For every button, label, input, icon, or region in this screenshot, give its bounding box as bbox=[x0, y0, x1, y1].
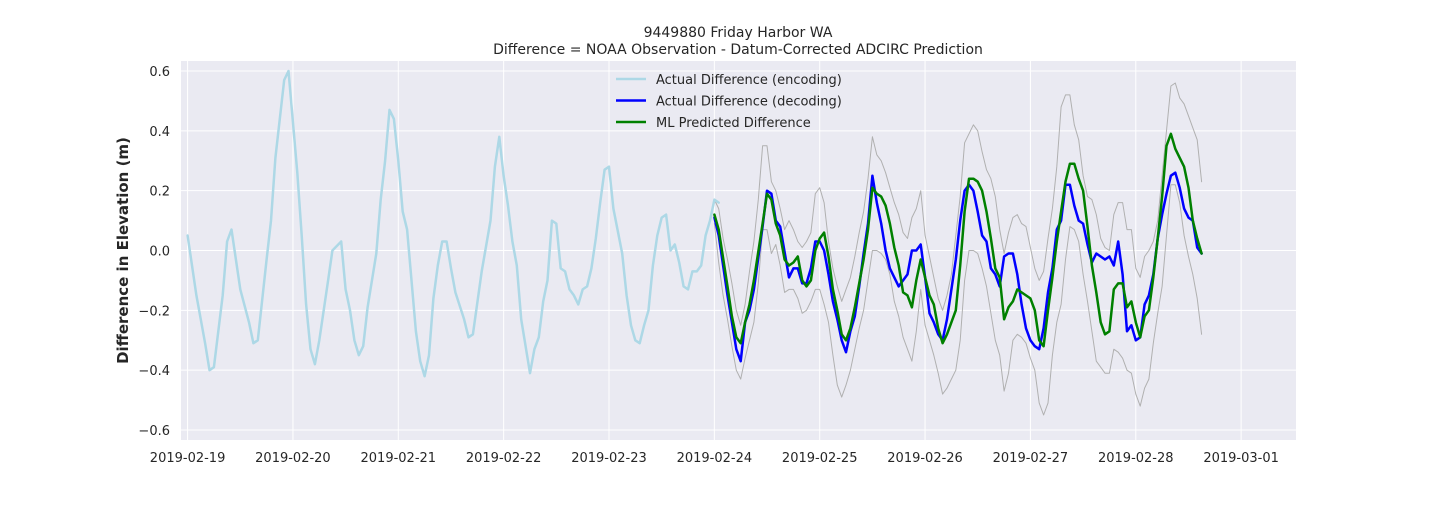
x-tick-label: 2019-02-22 bbox=[466, 451, 542, 466]
y-tick-label: −0.4 bbox=[138, 364, 170, 379]
lower-bound-line bbox=[713, 184, 1203, 416]
x-tick-label: 2019-02-24 bbox=[677, 451, 753, 466]
y-tick-label: −0.2 bbox=[138, 304, 170, 319]
x-tick-label: 2019-02-26 bbox=[887, 451, 963, 466]
series-lines bbox=[186, 69, 1203, 416]
legend: Actual Difference (encoding) Actual Diffe… bbox=[616, 73, 842, 131]
legend-label: ML Predicted Difference bbox=[656, 116, 811, 131]
upper-bound-line bbox=[713, 82, 1203, 326]
y-tick-label: 0.0 bbox=[149, 245, 170, 260]
y-tick-label: 0.4 bbox=[149, 125, 170, 140]
x-tick-label: 2019-02-27 bbox=[993, 451, 1069, 466]
chart-subtitle: Difference = NOAA Observation - Datum-Co… bbox=[493, 42, 983, 58]
encoding-series-line bbox=[186, 69, 720, 378]
ml-predicted-series-line bbox=[713, 132, 1203, 348]
y-tick-label: −0.6 bbox=[138, 424, 170, 439]
x-tick-label: 2019-02-28 bbox=[1098, 451, 1174, 466]
legend-item: ML Predicted Difference bbox=[616, 116, 811, 131]
x-tick-label: 2019-03-01 bbox=[1203, 451, 1279, 466]
legend-label: Actual Difference (encoding) bbox=[656, 73, 842, 88]
x-tick-label: 2019-02-19 bbox=[150, 451, 226, 466]
y-tick-label: 0.6 bbox=[149, 65, 170, 80]
x-tick-label: 2019-02-23 bbox=[571, 451, 647, 466]
x-tick-label: 2019-02-20 bbox=[255, 451, 331, 466]
y-tick-label: 0.2 bbox=[149, 185, 170, 200]
grid-lines bbox=[181, 61, 1296, 440]
legend-item: Actual Difference (encoding) bbox=[616, 73, 842, 88]
legend-item: Actual Difference (decoding) bbox=[616, 95, 842, 110]
chart-title: 9449880 Friday Harbor WA bbox=[644, 25, 833, 41]
x-tick-label: 2019-02-25 bbox=[782, 451, 858, 466]
legend-label: Actual Difference (decoding) bbox=[656, 95, 842, 110]
y-axis-label: Difference in Elevation (m) bbox=[114, 137, 132, 364]
tick-labels: 2019-02-19 2019-02-20 2019-02-21 2019-02-22… bbox=[138, 65, 1278, 466]
x-tick-label: 2019-02-21 bbox=[361, 451, 437, 466]
